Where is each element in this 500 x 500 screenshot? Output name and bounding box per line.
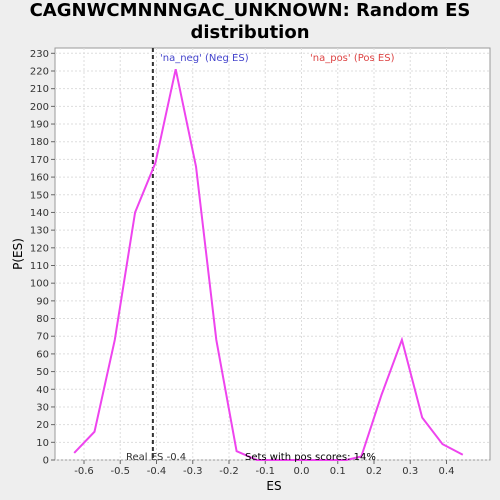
- na-neg-label: 'na_neg' (Neg ES): [160, 53, 249, 64]
- x-tick-label: -0.4: [147, 466, 167, 477]
- y-tick-label: 220: [30, 66, 49, 77]
- x-tick-label: 0.4: [439, 466, 455, 477]
- y-tick-label: 90: [36, 296, 49, 307]
- x-tick-label: 0.0: [294, 466, 310, 477]
- y-tick-label: 160: [30, 173, 49, 184]
- y-tick-label: 30: [36, 402, 49, 413]
- y-tick-label: 230: [30, 49, 49, 60]
- y-tick-label: 140: [30, 208, 49, 219]
- x-tick-label: 0.1: [330, 466, 346, 477]
- x-tick-label: -0.6: [74, 466, 94, 477]
- y-tick-label: 130: [30, 226, 49, 237]
- x-tick-label: -0.5: [110, 466, 130, 477]
- x-tick-label: 0.3: [402, 466, 418, 477]
- x-tick-label: 0.2: [366, 466, 382, 477]
- y-tick-label: 0: [43, 456, 49, 467]
- x-tick-label: -0.2: [219, 466, 239, 477]
- y-tick-label: 170: [30, 155, 49, 166]
- y-tick-label: 110: [30, 261, 49, 272]
- y-tick-label: 40: [36, 385, 49, 396]
- y-tick-label: 120: [30, 243, 49, 254]
- y-tick-label: 190: [30, 120, 49, 131]
- y-tick-label: 210: [30, 84, 49, 95]
- real-es-label: Real ES -0.4: [126, 452, 186, 463]
- y-tick-label: 100: [30, 279, 49, 290]
- pos-scores-label: Sets with pos scores: 14%: [245, 452, 376, 463]
- y-tick-label: 20: [36, 420, 49, 431]
- y-axis-ticks: 0 10 20 30 40 50 60 70 80 90 100 110 120 130 140 150 160…: [30, 49, 55, 467]
- x-tick-label: -0.1: [255, 466, 275, 477]
- y-tick-label: 80: [36, 314, 49, 325]
- x-axis-label: ES: [266, 479, 281, 493]
- y-tick-label: 150: [30, 190, 49, 201]
- na-pos-label: 'na_pos' (Pos ES): [310, 53, 395, 64]
- x-tick-label: -0.3: [183, 466, 203, 477]
- y-axis-label: P(ES): [11, 238, 25, 270]
- y-tick-label: 180: [30, 137, 49, 148]
- y-tick-label: 70: [36, 332, 49, 343]
- y-tick-label: 50: [36, 367, 49, 378]
- y-tick-label: 200: [30, 102, 49, 113]
- y-tick-label: 60: [36, 349, 49, 360]
- y-tick-label: 10: [36, 438, 49, 449]
